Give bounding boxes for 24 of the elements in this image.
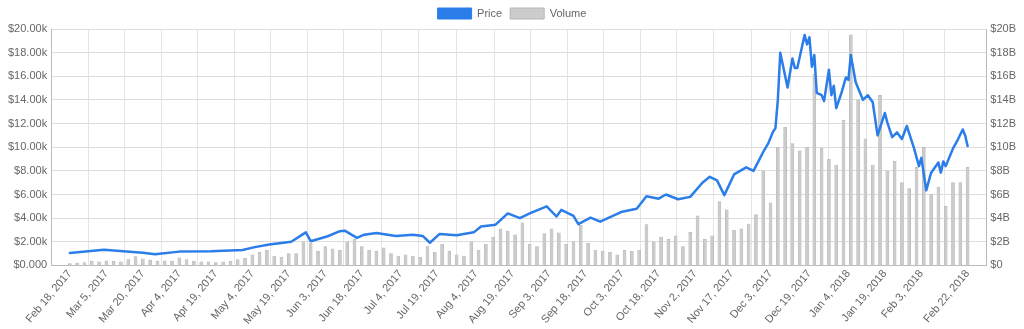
y2-tick-label: $16B bbox=[990, 69, 1017, 82]
y2-tick-label: $12B bbox=[990, 116, 1017, 129]
y2-tick-label: $0 bbox=[990, 258, 1003, 271]
y2-tick-label: $10B bbox=[990, 140, 1017, 153]
y-tick-label: $0.000 bbox=[13, 258, 48, 271]
y-tick-label: $4.00k bbox=[14, 211, 48, 224]
y-tick-label: $8.00k bbox=[14, 163, 48, 176]
y2-tick-label: $8B bbox=[990, 163, 1010, 176]
y2-tick-label: $20B bbox=[990, 22, 1017, 35]
y-tick-label: $20.00k bbox=[7, 22, 48, 35]
y-tick-label: $14.00k bbox=[7, 92, 48, 105]
y-tick-label: $12.00k bbox=[7, 116, 48, 129]
y-tick-label: $6.00k bbox=[14, 187, 48, 200]
y2-tick-label: $2B bbox=[990, 234, 1010, 247]
y2-tick-label: $4B bbox=[990, 211, 1010, 224]
y2-tick-label: $6B bbox=[990, 187, 1010, 200]
y2-tick-label: $18B bbox=[990, 45, 1017, 58]
legend-label: Volume bbox=[549, 6, 587, 19]
y-tick-label: $2.00k bbox=[14, 234, 48, 247]
y2-tick-label: $14B bbox=[990, 92, 1017, 105]
y-tick-label: $18.00k bbox=[7, 45, 48, 58]
y-tick-label: $16.00k bbox=[7, 69, 48, 82]
y-tick-label: $10.00k bbox=[7, 140, 48, 153]
legend-label: Price bbox=[477, 6, 503, 19]
